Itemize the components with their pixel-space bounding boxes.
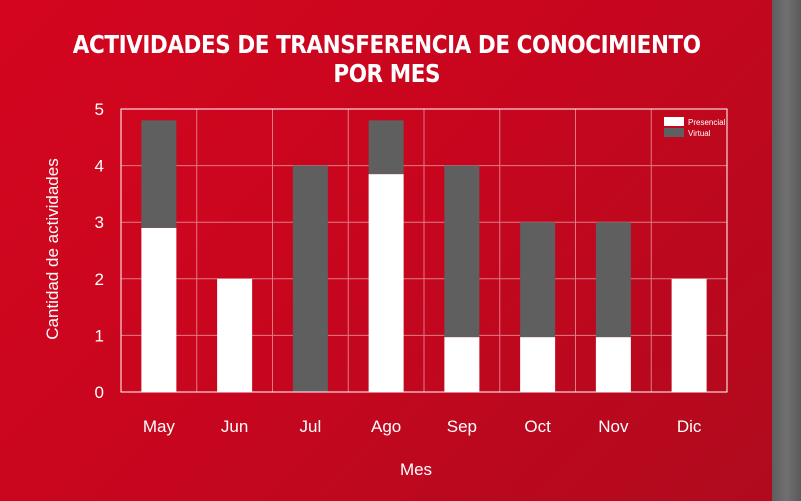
bars	[141, 120, 707, 392]
y-tick-label: 2	[95, 270, 104, 289]
bar-virtual-sep	[444, 165, 480, 338]
bar-presencial-sep	[444, 337, 480, 392]
bar-presencial-nov	[595, 337, 631, 392]
x-tick-label: Nov	[598, 417, 629, 436]
chart-title: ACTIVIDADES DE TRANSFERENCIA DE CONOCIMI…	[72, 30, 701, 88]
x-tick-label: Dic	[677, 417, 702, 436]
y-tick-label: 0	[95, 383, 104, 402]
grid-lines	[121, 108, 727, 393]
bar-virtual-may	[141, 120, 177, 228]
x-tick-labels: May Jun Jul Ago Sep Oct Nov Dic	[143, 417, 702, 436]
x-tick-label: Jun	[221, 417, 248, 436]
bar-presencial-oct	[520, 337, 556, 392]
y-tick-labels: 0 1 2 3 4 5	[95, 100, 104, 402]
x-tick-label: Oct	[524, 417, 551, 436]
bar-presencial-dic	[671, 278, 707, 392]
y-tick-label: 4	[95, 157, 104, 176]
x-tick-label: Sep	[447, 417, 477, 436]
x-tick-label: Ago	[371, 417, 401, 436]
bar-virtual-oct	[520, 222, 556, 338]
legend: Presencial Virtual	[664, 117, 726, 138]
plot-frame	[120, 108, 728, 393]
legend-label-virtual: Virtual	[688, 129, 711, 138]
legend-label-presencial: Presencial	[688, 118, 726, 127]
x-tick-label: Jul	[300, 417, 322, 436]
x-tick-label: May	[143, 417, 176, 436]
y-tick-label: 3	[95, 213, 104, 232]
bar-presencial-ago	[368, 174, 404, 392]
y-axis-label: Cantidad de actividades	[43, 158, 62, 339]
legend-swatch-presencial	[664, 117, 684, 126]
bar-virtual-nov	[595, 222, 631, 338]
y-tick-label: 1	[95, 326, 104, 345]
y-tick-label: 5	[95, 100, 104, 119]
bar-virtual-ago	[368, 120, 404, 175]
x-axis-label: Mes	[400, 460, 432, 479]
bar-presencial-jun	[217, 278, 253, 392]
side-strip	[772, 0, 801, 501]
legend-swatch-virtual	[664, 128, 684, 137]
bar-virtual-jul	[292, 165, 328, 392]
bar-presencial-may	[141, 227, 177, 392]
